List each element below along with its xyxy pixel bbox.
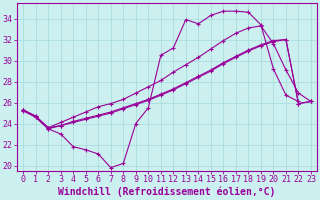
X-axis label: Windchill (Refroidissement éolien,°C): Windchill (Refroidissement éolien,°C) bbox=[58, 187, 276, 197]
